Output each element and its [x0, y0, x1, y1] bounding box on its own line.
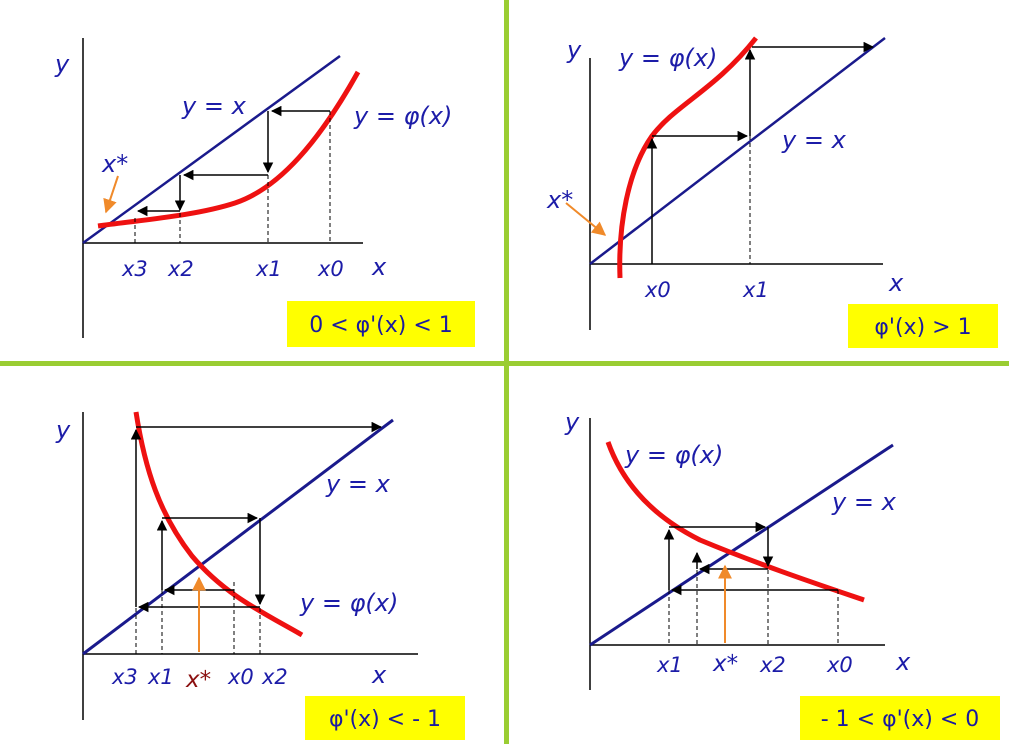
q4-tick-label: x1 [656, 653, 683, 677]
q3-y-axis-label: y [55, 416, 71, 444]
q2-identity-line [589, 37, 886, 265]
q4-condition-label: - 1 < φ'(x) < 0 [821, 707, 980, 732]
panel-q3: y x y = x y = φ(x) x* x3 x1 x0 x2 φ'(x) … [55, 411, 465, 740]
q3-curve-label: y = φ(x) [299, 589, 398, 617]
q4-y-axis-label: y [564, 408, 580, 436]
q1-y-axis-label: y [54, 50, 70, 78]
q2-curve [617, 36, 758, 279]
q1-tick-label: x1 [255, 257, 282, 281]
q3-tick-label: x2 [261, 665, 288, 689]
q3-identity-label: y = x [325, 470, 391, 498]
q3-tick-label: x1 [147, 665, 174, 689]
q2-curve-label: y = φ(x) [618, 44, 717, 72]
q4-tick-label: x0 [826, 653, 853, 677]
q3-tick-label: x3 [111, 665, 138, 689]
q3-condition-label: φ'(x) < - 1 [329, 707, 441, 732]
q4-tick-label: x2 [759, 653, 786, 677]
q2-identity-label: y = x [781, 126, 847, 154]
q4-x-axis-label: x [895, 648, 911, 676]
q2-fixed-point-arrow [565, 202, 607, 236]
q1-tick-label: x0 [317, 257, 344, 281]
q2-y-axis-label: y [566, 36, 582, 64]
q4-curve-label: y = φ(x) [624, 441, 723, 469]
q3-identity-line [82, 418, 394, 656]
q3-fixed-point-label: x* [185, 667, 211, 693]
vertical-divider [504, 0, 509, 744]
q1-curve [97, 70, 361, 229]
q3-x-axis-label: x [371, 661, 387, 689]
q2-tick-label: x1 [742, 278, 769, 302]
q4-condition-box [800, 696, 1000, 740]
q3-tick-label: x0 [227, 665, 254, 689]
q4-curve [605, 441, 865, 603]
q2-fixed-point-label: x* [546, 186, 573, 214]
q1-identity-label: y = x [181, 92, 247, 120]
q1-tick-label: x2 [167, 257, 194, 281]
q2-condition-box [848, 304, 998, 348]
q1-identity-line [82, 54, 341, 245]
q3-curve [133, 411, 304, 638]
q2-x-axis-label: x [888, 269, 904, 297]
q1-x-axis-label: x [371, 253, 387, 281]
q2-tick-label: x0 [644, 278, 671, 302]
q1-fixed-point-arrow [103, 175, 119, 214]
q1-condition-label: 0 < φ'(x) < 1 [309, 313, 453, 338]
panel-q1: y x y = x y = φ(x) x* x3 x2 x1 x0 0 < φ'… [54, 38, 475, 347]
panel-q4: y x y = x y = φ(x) x* x1 x2 x0 - 1 < φ'(… [564, 408, 1000, 740]
q1-curve-label: y = φ(x) [353, 102, 452, 130]
q4-identity-label: y = x [831, 488, 897, 516]
q1-fixed-point-label: x* [101, 150, 128, 178]
q1-tick-label: x3 [121, 257, 148, 281]
horizontal-divider [0, 361, 1009, 366]
q4-fixed-point-label: x* [712, 651, 738, 677]
q3-condition-box [305, 696, 465, 740]
q4-identity-line [589, 443, 894, 647]
q1-condition-box [287, 301, 475, 347]
q2-condition-label: φ'(x) > 1 [874, 315, 971, 340]
panel-q2: y x y = x y = φ(x) x* x0 x1 φ'(x) > 1 [546, 36, 998, 348]
